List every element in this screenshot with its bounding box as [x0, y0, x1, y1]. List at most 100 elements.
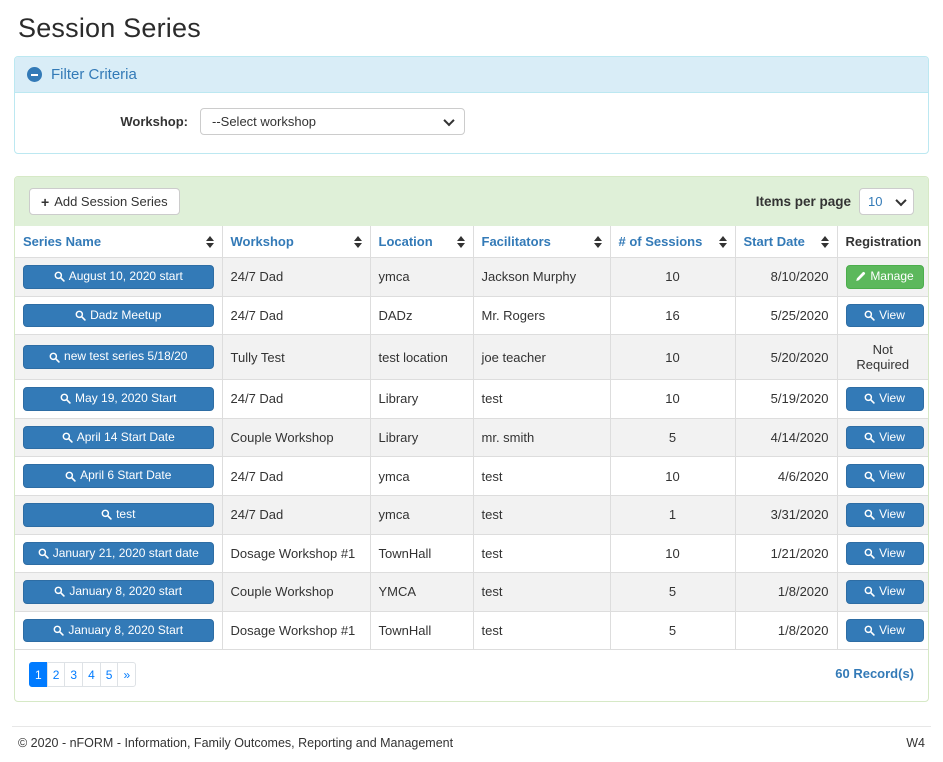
registration-cell: View — [836, 456, 928, 496]
column-header-start-date[interactable]: Start Date — [734, 226, 838, 258]
location-cell: DADz — [369, 295, 474, 336]
page-button-2[interactable]: 2 — [46, 662, 66, 688]
workshop-cell: 24/7 Dad — [221, 257, 371, 297]
location-cell: ymca — [369, 456, 474, 496]
column-header-sessions[interactable]: # of Sessions — [609, 226, 736, 258]
sessions-cell: 10 — [609, 456, 736, 496]
sort-icon[interactable] — [353, 235, 362, 248]
view-button[interactable]: View — [845, 303, 924, 328]
start-date-cell: 3/31/2020 — [734, 494, 838, 535]
search-icon — [864, 625, 875, 636]
registration-cell: View — [836, 494, 928, 535]
sessions-cell: 16 — [609, 295, 736, 336]
registration-cell: View — [836, 295, 928, 336]
view-button[interactable]: View — [845, 580, 924, 604]
column-header-facilitators[interactable]: Facilitators — [472, 226, 611, 258]
series-name-button[interactable]: January 8, 2020 Start — [23, 618, 214, 643]
footer-copyright: © 2020 - nFORM - Information, Family Out… — [18, 736, 454, 751]
pagination: 1 2 3 4 5» — [29, 662, 137, 688]
view-button[interactable]: View — [845, 387, 924, 411]
next-pages-button[interactable]: » — [117, 662, 137, 688]
page-button-1[interactable]: 1 — [29, 662, 48, 688]
workshop-cell: 24/7 Dad — [221, 456, 371, 496]
search-icon — [54, 587, 66, 598]
sort-icon[interactable] — [456, 235, 465, 248]
search-icon — [864, 587, 875, 598]
view-button[interactable]: View — [845, 464, 924, 488]
series-name-button[interactable]: April 14 Start Date — [23, 425, 214, 450]
series-name-cell: new test series 5/18/20 — [15, 334, 223, 381]
registration-cell: Not Required — [836, 334, 928, 381]
column-header-series-name[interactable]: Series Name — [15, 226, 223, 258]
facilitators-cell: mr. smith — [472, 417, 611, 458]
registration-cell: View — [836, 533, 928, 574]
search-icon — [864, 394, 875, 405]
page-button-3[interactable]: 3 — [64, 662, 84, 688]
manage-button[interactable]: Manage — [845, 265, 924, 289]
series-name-button[interactable]: August 10, 2020 start — [23, 265, 214, 289]
table-panel: + Add Session Series Items per page 10 S… — [14, 176, 929, 703]
facilitators-cell: Jackson Murphy — [472, 257, 611, 297]
location-cell: test location — [369, 334, 474, 381]
items-per-page-select[interactable]: 10 — [859, 188, 914, 215]
facilitators-cell: joe teacher — [472, 334, 611, 381]
series-name-button[interactable]: test — [23, 502, 214, 527]
sessions-cell: 10 — [609, 379, 736, 419]
page-button-5[interactable]: 5 — [99, 662, 119, 688]
sessions-cell: 5 — [609, 610, 736, 651]
workshop-label: Workshop: — [120, 114, 188, 129]
table-row: January 8, 2020 start Couple Workshop YMCA… — [15, 572, 928, 612]
pager-row: 1 2 3 4 5» 60 Record(s) — [15, 650, 928, 701]
location-cell: Library — [369, 379, 474, 419]
series-name-button[interactable]: January 8, 2020 start — [23, 580, 214, 604]
workshop-cell: Tully Test — [221, 334, 371, 381]
view-button[interactable]: View — [845, 425, 924, 450]
sessions-cell: 1 — [609, 494, 736, 535]
session-series-table: Series Name Workshop Location Facilitato… — [15, 226, 928, 651]
sort-icon[interactable] — [718, 235, 727, 248]
sort-icon[interactable] — [593, 235, 602, 248]
start-date-cell: 4/6/2020 — [734, 456, 838, 496]
pencil-icon — [856, 272, 866, 282]
series-name-cell: April 6 Start Date — [15, 456, 223, 496]
sort-icon[interactable] — [205, 235, 214, 248]
facilitators-cell: test — [472, 456, 611, 496]
table-row: May 19, 2020 Start 24/7 Dad Library test 10 5… — [15, 379, 928, 419]
sort-icon[interactable] — [820, 235, 829, 248]
view-button[interactable]: View — [845, 541, 924, 566]
registration-cell: View — [836, 379, 928, 419]
table-toolbar: + Add Session Series Items per page 10 — [15, 177, 928, 226]
search-icon — [75, 310, 86, 321]
chevron-down-icon — [443, 114, 455, 126]
view-button[interactable]: View — [845, 502, 924, 527]
workshop-select[interactable]: --Select workshop — [200, 108, 465, 135]
facilitators-cell: test — [472, 610, 611, 651]
workshop-cell: 24/7 Dad — [221, 494, 371, 535]
page-button-4[interactable]: 4 — [82, 662, 101, 688]
footer-version: W4 — [906, 736, 925, 751]
series-name-button[interactable]: January 21, 2020 start date — [23, 541, 214, 566]
column-header-location[interactable]: Location — [369, 226, 474, 258]
workshop-cell: Couple Workshop — [221, 572, 371, 612]
column-header-workshop[interactable]: Workshop — [221, 226, 371, 258]
items-per-page-value: 10 — [868, 194, 883, 209]
search-icon — [38, 548, 49, 559]
site-footer: © 2020 - nFORM - Information, Family Out… — [14, 727, 929, 762]
location-cell: TownHall — [369, 610, 474, 651]
minus-circle-icon[interactable] — [27, 67, 42, 82]
sessions-cell: 5 — [609, 417, 736, 458]
series-name-button[interactable]: Dadz Meetup — [23, 303, 214, 328]
workshop-select-value: --Select workshop — [212, 114, 317, 129]
workshop-cell: 24/7 Dad — [221, 379, 371, 419]
filter-panel-header[interactable]: Filter Criteria — [15, 57, 928, 93]
series-name-button[interactable]: April 6 Start Date — [23, 464, 214, 488]
start-date-cell: 1/8/2020 — [734, 610, 838, 651]
filter-panel: Filter Criteria Workshop: --Select works… — [14, 56, 929, 154]
items-per-page-control: Items per page 10 — [756, 188, 914, 215]
series-name-button[interactable]: new test series 5/18/20 — [23, 345, 214, 369]
add-session-series-button[interactable]: + Add Session Series — [29, 188, 180, 215]
series-name-button[interactable]: May 19, 2020 Start — [23, 387, 214, 411]
search-icon — [62, 432, 73, 443]
workshop-cell: 24/7 Dad — [221, 295, 371, 336]
view-button[interactable]: View — [845, 618, 924, 643]
